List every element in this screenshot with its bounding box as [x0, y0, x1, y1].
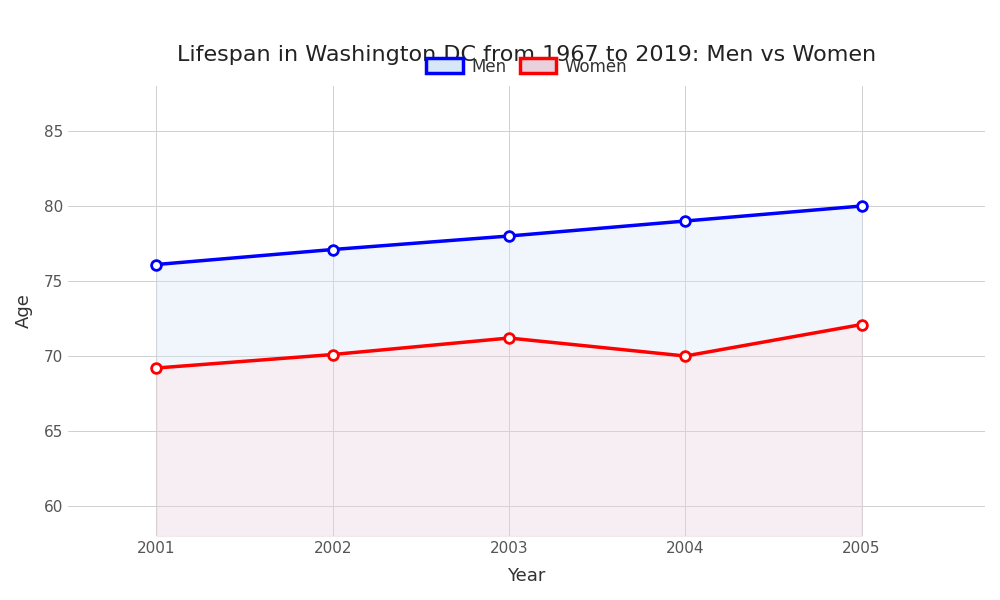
Legend: Men, Women: Men, Women [418, 49, 636, 84]
Y-axis label: Age: Age [15, 293, 33, 328]
X-axis label: Year: Year [507, 567, 546, 585]
Title: Lifespan in Washington DC from 1967 to 2019: Men vs Women: Lifespan in Washington DC from 1967 to 2… [177, 45, 876, 65]
